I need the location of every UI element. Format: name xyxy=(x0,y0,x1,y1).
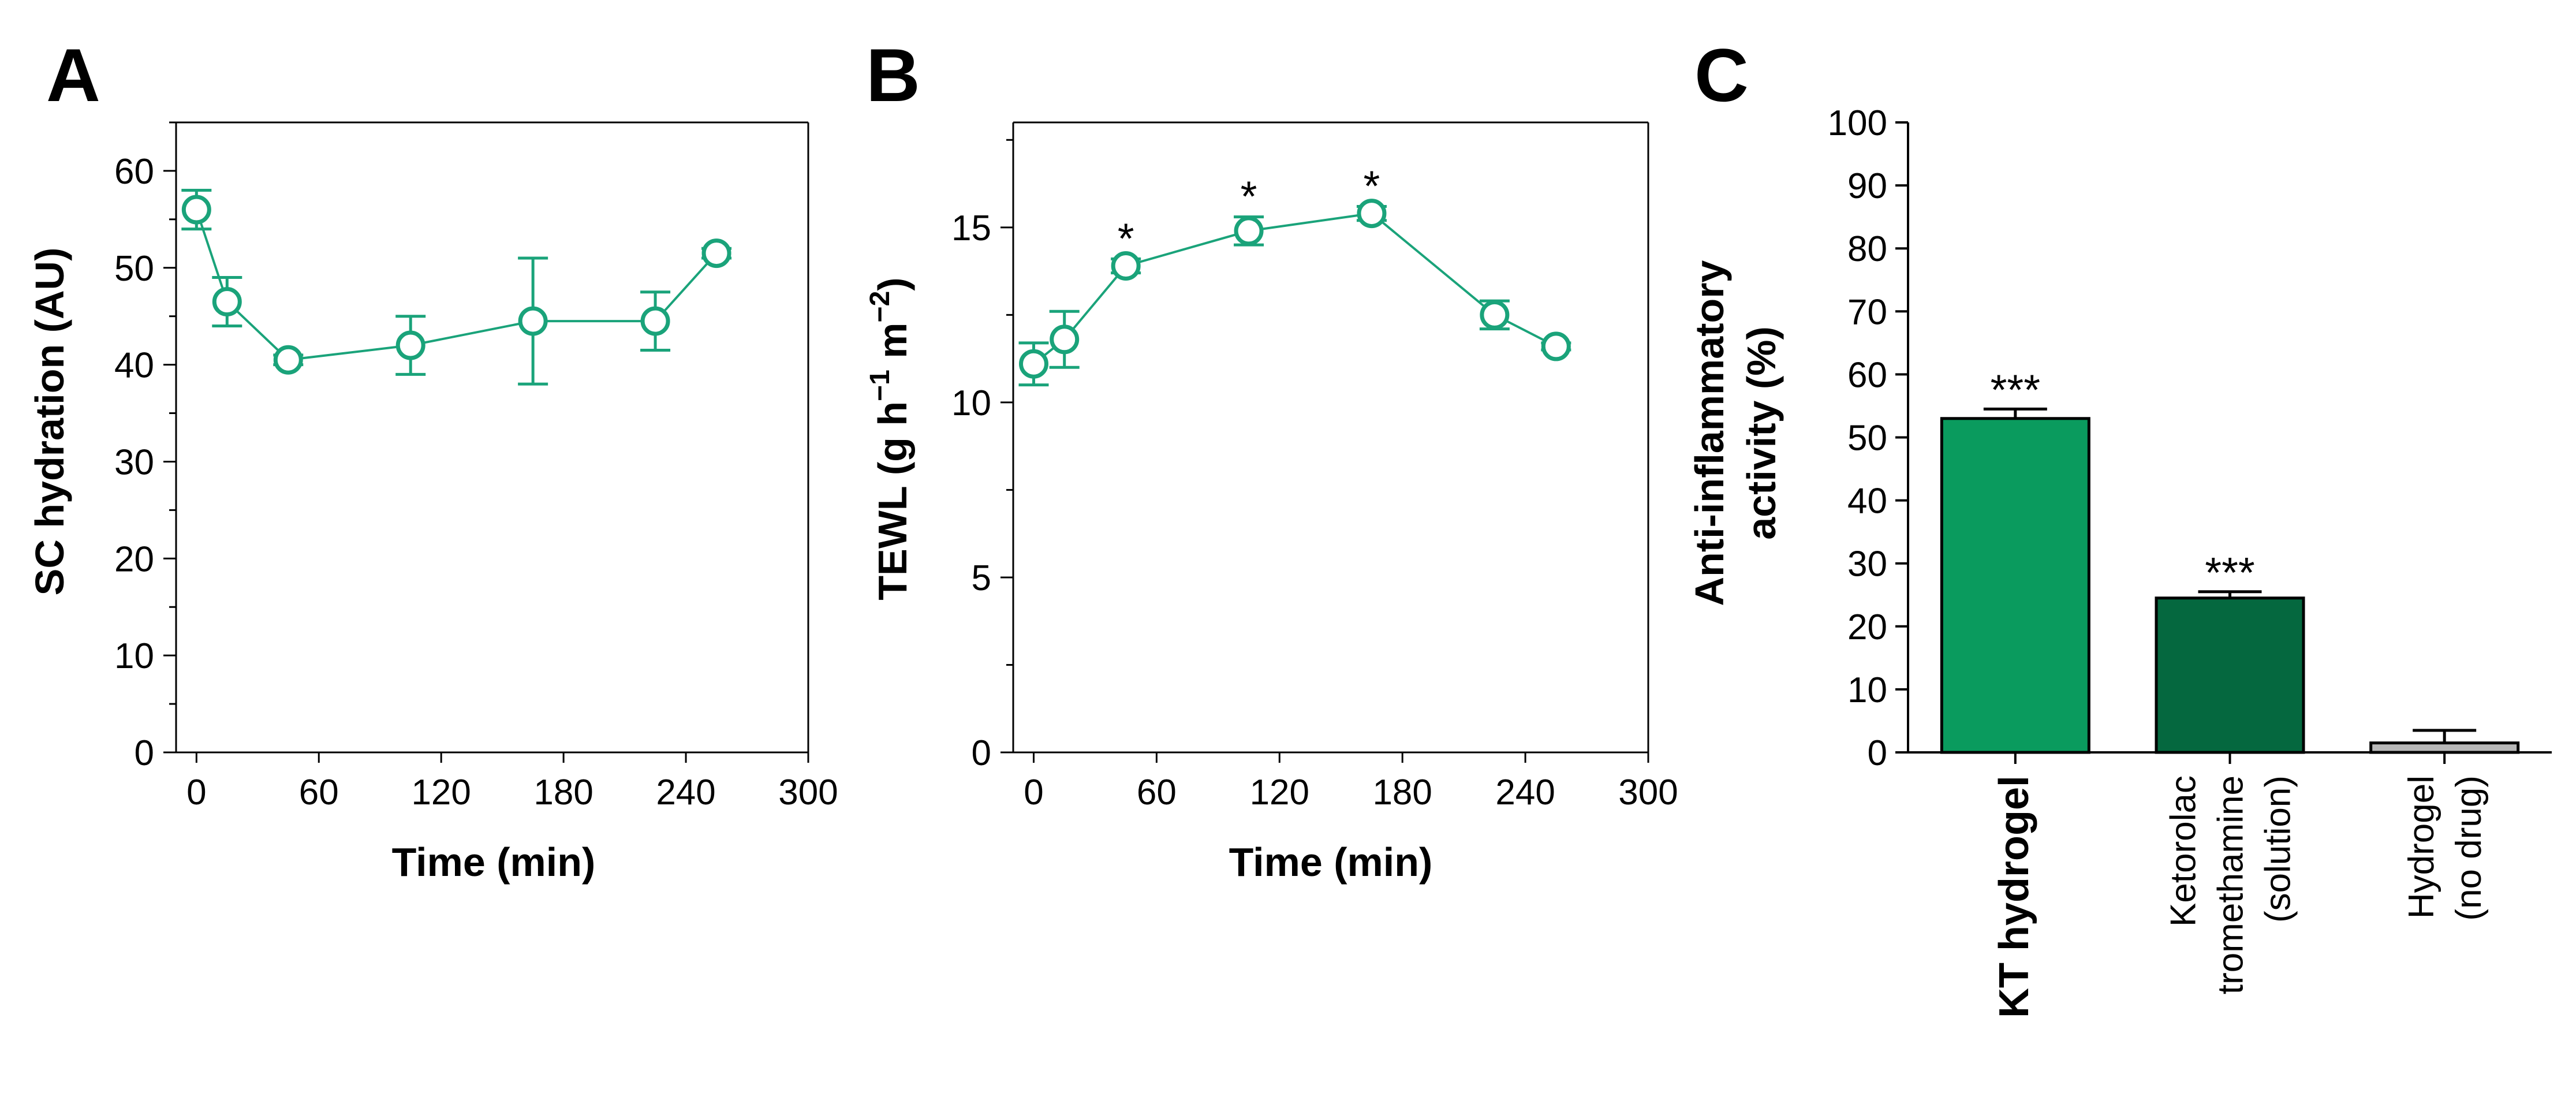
data-point-a xyxy=(518,306,548,336)
series-line-a xyxy=(195,209,718,361)
panel-letter-b: B xyxy=(866,33,920,117)
data-point-b xyxy=(1018,349,1048,379)
chart-panel-c: 0 10 20 30 40 50 60 70 80 90 100 KT hydrogel Ketorol… xyxy=(1687,103,2552,1018)
y-tick-label-a: 20 xyxy=(114,539,154,579)
x-axis-title-b: Time (min) xyxy=(1229,840,1433,885)
y-axis-title-b-sup1: −1 xyxy=(865,370,895,401)
y-tick-label-c: 70 xyxy=(1847,292,1887,332)
axes-c: 0 10 20 30 40 50 60 70 80 90 100 KT hydrogel Ketorol… xyxy=(1828,103,2552,1018)
x-tick-label-b: 60 xyxy=(1137,773,1177,812)
category-label-2: tromethamine xyxy=(2211,775,2251,994)
marks-c: *** *** xyxy=(1940,366,2520,754)
y-tick-label-a: 30 xyxy=(114,442,154,482)
data-point-b xyxy=(1480,300,1510,330)
y-tick-label-a: 0 xyxy=(135,733,154,773)
significance-marker-c-2: *** xyxy=(2205,549,2254,596)
y-tick-label-c: 30 xyxy=(1847,545,1887,584)
y-tick-label-b: 5 xyxy=(972,558,991,598)
data-point-a xyxy=(212,287,242,317)
significance-marker-b: * xyxy=(1118,214,1134,262)
x-tick-label-b: 120 xyxy=(1250,773,1309,812)
panel-letter-c: C xyxy=(1694,33,1749,117)
marks-b: * * * xyxy=(1018,162,1571,387)
x-tick-label-a: 0 xyxy=(186,773,206,812)
y-tick-label-a: 40 xyxy=(114,346,154,386)
significance-marker-c-1: *** xyxy=(1991,366,2040,413)
y-tick-label-a: 60 xyxy=(114,152,154,192)
y-tick-label-b: 15 xyxy=(951,208,991,248)
x-tick-label-a: 240 xyxy=(656,773,715,812)
category-label-2: Ketorolac xyxy=(2164,775,2204,927)
data-point-a xyxy=(395,330,425,360)
data-point-a xyxy=(181,195,211,225)
x-tick-label-a: 300 xyxy=(778,773,838,812)
y-axis-title-c-line1: Anti-inflammatory xyxy=(1687,260,1732,606)
y-axis-title-a: SC hydration (AU) xyxy=(27,248,72,596)
data-point-b xyxy=(1050,325,1080,355)
y-tick-label-b: 10 xyxy=(951,383,991,423)
y-tick-label-c: 40 xyxy=(1847,482,1887,521)
panel-letter-a: A xyxy=(46,33,100,117)
y-axis-title-b-mid: m xyxy=(870,322,915,370)
y-tick-label-c: 90 xyxy=(1847,166,1887,206)
data-point-b xyxy=(1111,251,1141,281)
x-tick-label-b: 0 xyxy=(1024,773,1043,812)
significance-marker-b: * xyxy=(1364,162,1380,210)
y-axis-title-b: TEWL (g h−1 m−2) xyxy=(865,277,915,600)
x-tick-label-a: 60 xyxy=(299,773,339,812)
series-line-b xyxy=(1033,212,1557,365)
category-label-1: KT hydrogel xyxy=(1991,775,2037,1018)
bar-2 xyxy=(2155,596,2305,754)
y-tick-label-c: 0 xyxy=(1868,733,1887,773)
y-tick-label-c: 10 xyxy=(1847,670,1887,710)
y-tick-label-b: 0 xyxy=(972,733,991,773)
marks-a xyxy=(181,188,732,386)
y-axis-title-b-end: ) xyxy=(870,277,915,290)
data-point-b xyxy=(1541,331,1571,361)
bar-3 xyxy=(2369,741,2520,754)
significance-marker-b: * xyxy=(1241,173,1257,221)
y-tick-label-c: 50 xyxy=(1847,419,1887,458)
y-axis-title-b-main: TEWL (g h xyxy=(870,401,915,601)
y-tick-label-c: 60 xyxy=(1847,355,1887,395)
data-point-a xyxy=(701,238,731,269)
axes-b: 0 60 120 180 240 300 0 5 10 15 xyxy=(951,121,1678,812)
data-point-a xyxy=(273,345,303,375)
y-tick-label-c: 100 xyxy=(1828,103,1887,143)
y-tick-label-a: 50 xyxy=(114,249,154,289)
x-tick-label-a: 180 xyxy=(533,773,593,812)
category-label-3: Hydrogel xyxy=(2402,775,2441,919)
y-tick-label-a: 10 xyxy=(114,636,154,676)
category-label-2: (solution) xyxy=(2258,775,2298,923)
y-axis-title-b-sup2: −2 xyxy=(865,291,895,323)
y-tick-label-c: 20 xyxy=(1847,607,1887,647)
data-point-b xyxy=(1357,199,1387,229)
x-tick-label-b: 300 xyxy=(1618,773,1678,812)
bar-1 xyxy=(1940,417,2090,754)
x-tick-label-b: 240 xyxy=(1495,773,1555,812)
x-axis-title-a: Time (min) xyxy=(392,840,596,885)
x-tick-label-a: 120 xyxy=(411,773,471,812)
axes-a: 0 60 120 180 240 300 0 10 20 30 40 50 60 xyxy=(114,121,838,812)
y-axis-title-c-line2: activity (%) xyxy=(1739,326,1784,540)
category-label-3: (no drug) xyxy=(2449,775,2489,921)
data-point-a xyxy=(640,306,670,336)
data-point-b xyxy=(1234,216,1264,246)
chart-panel-b: 0 60 120 180 240 300 0 5 10 15 * * * Time (min) TEW… xyxy=(865,121,1678,885)
y-tick-label-c: 80 xyxy=(1847,229,1887,269)
x-tick-label-b: 180 xyxy=(1372,773,1432,812)
